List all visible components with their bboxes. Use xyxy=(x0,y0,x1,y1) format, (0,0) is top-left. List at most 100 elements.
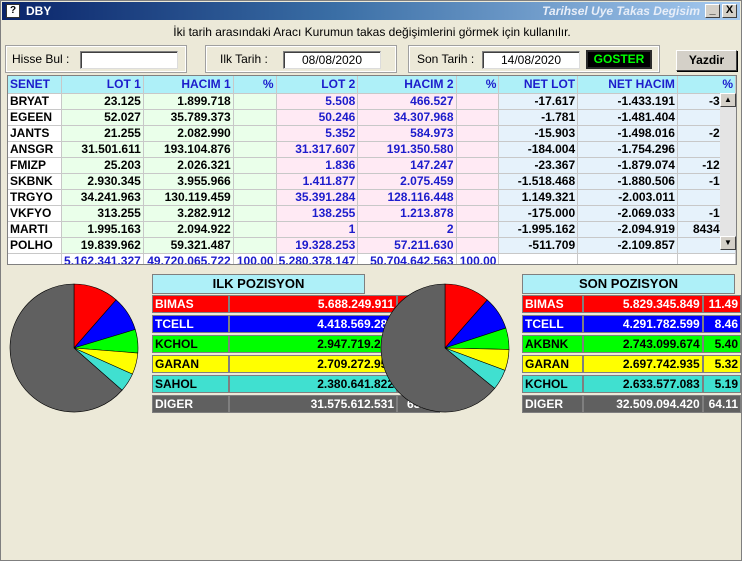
total-cell: 100,00 xyxy=(233,253,277,264)
table-row[interactable]: POLHO 19.839.962 59.321.487 19.328.253 57.21… xyxy=(8,237,736,254)
table-row[interactable]: SKBNK 2.930.345 3.955.966 1.411.877 2.075.45… xyxy=(8,173,736,190)
table-cell: 50.246 xyxy=(276,109,359,126)
total-cell: 5.162.341.327 xyxy=(61,253,144,264)
symbol-cell: JANTS xyxy=(8,125,63,142)
position-percent: 5.32 xyxy=(702,355,741,373)
position-value: 5.829.345.849 xyxy=(582,295,703,313)
yazdir-button[interactable]: Yazdir xyxy=(676,50,737,71)
help-icon[interactable]: ? xyxy=(6,4,20,18)
table-cell xyxy=(233,141,277,158)
symbol-cell: VKFYO xyxy=(8,205,63,222)
table-row[interactable]: ANSGR 31.501.611 193.104.876 31.317.607 191.… xyxy=(8,141,736,158)
table-row[interactable]: JANTS 21.255 2.082.990 5.352 584.973 -15.903-… xyxy=(8,125,736,142)
position-symbol: TCELL xyxy=(522,315,583,333)
position-value: 2.697.742.935 xyxy=(582,355,703,373)
table-cell xyxy=(456,237,500,254)
table-cell: 2.930.345 xyxy=(61,173,144,190)
column-header[interactable]: % xyxy=(677,76,736,94)
table-cell: -511.709 xyxy=(498,237,579,254)
column-header[interactable]: % xyxy=(233,76,277,94)
table-cell xyxy=(456,141,500,158)
table-cell: -1.754.296 xyxy=(577,141,678,158)
table-cell xyxy=(233,93,277,110)
position-symbol: BIMAS xyxy=(522,295,583,313)
son-pozisyon-title: SON POZISYON xyxy=(522,274,735,294)
symbol-cell: BRYAT xyxy=(8,93,63,110)
table-row[interactable]: EGEEN 52.027 35.789.373 50.246 34.307.968 -1.… xyxy=(8,109,736,126)
table-cell: 25.203 xyxy=(61,157,144,174)
table-cell: -23.367 xyxy=(498,157,579,174)
table-cell: -1.880.506 xyxy=(577,173,678,190)
total-cell xyxy=(8,253,63,264)
column-header[interactable]: NET HACIM xyxy=(577,76,678,94)
column-header[interactable]: HACIM 2 xyxy=(357,76,457,94)
table-cell: 31.317.607 xyxy=(276,141,359,158)
table-cell: 5.508 xyxy=(276,93,359,110)
table-cell xyxy=(233,221,277,238)
table-cell: -1.518.468 xyxy=(498,173,579,190)
table-cell: -1.995.162 xyxy=(498,221,579,238)
table-cell: -1.781 xyxy=(498,109,579,126)
table-cell: 1.149.321 xyxy=(498,189,579,206)
position-symbol: BIMAS xyxy=(152,295,229,313)
table-cell: 1.411.877 xyxy=(276,173,359,190)
scroll-up-button[interactable]: ▲ xyxy=(720,93,736,107)
table-cell: -15.903 xyxy=(498,125,579,142)
minimize-button[interactable]: _ xyxy=(705,4,720,18)
table-cell: 52.027 xyxy=(61,109,144,126)
title-bar[interactable]: ? DBY Tarihsel Uye Takas Degisim _ X xyxy=(2,2,740,20)
table-cell: 19.328.253 xyxy=(276,237,359,254)
table-row[interactable]: VKFYO 313.255 3.282.912 138.255 1.213.878 -17… xyxy=(8,205,736,222)
table-cell xyxy=(456,221,500,238)
column-header[interactable]: NET LOT xyxy=(498,76,579,94)
son-pozisyon-pie-chart xyxy=(380,283,510,413)
position-row: KCHOL 2.633.577.083 5.19 xyxy=(522,375,741,393)
position-value: 2.380.641.822 xyxy=(229,375,397,393)
vertical-scrollbar[interactable]: ▲ ▼ xyxy=(720,93,736,250)
position-symbol: GARAN xyxy=(152,355,229,373)
table-cell: 2.082.990 xyxy=(143,125,234,142)
position-value: 5.688.249.911 xyxy=(229,295,397,313)
total-cell: 5.280.378.147 xyxy=(276,253,359,264)
ilk-tarih-field[interactable]: 08/08/2020 xyxy=(283,51,381,69)
table-row[interactable]: TRGYO 34.241.963 130.119.459 35.391.284 128.… xyxy=(8,189,736,206)
table-cell: -17.617 xyxy=(498,93,579,110)
table-cell: 2.026.321 xyxy=(143,157,234,174)
total-cell xyxy=(677,253,736,264)
table-row[interactable]: MARTI 1.995.163 2.094.922 1 2 -1.995.162 -2.09… xyxy=(8,221,736,238)
table-cell: 1.899.718 xyxy=(143,93,234,110)
pie-slice-diger xyxy=(9,283,123,413)
scroll-down-button[interactable]: ▼ xyxy=(720,236,736,250)
table-cell xyxy=(456,125,500,142)
column-header[interactable]: HACIM 1 xyxy=(143,76,234,94)
column-header[interactable]: SENET xyxy=(8,76,63,94)
close-button[interactable]: X xyxy=(722,4,737,18)
table-cell: 5.352 xyxy=(276,125,359,142)
table-cell xyxy=(456,205,500,222)
son-tarih-field[interactable]: 14/08/2020 xyxy=(482,51,580,69)
total-cell xyxy=(577,253,678,264)
table-cell: 1.836 xyxy=(276,157,359,174)
goster-button[interactable]: GOSTER xyxy=(586,50,652,69)
position-symbol: TCELL xyxy=(152,315,229,333)
table-cell: 1.995.163 xyxy=(61,221,144,238)
symbol-cell: TRGYO xyxy=(8,189,63,206)
column-header[interactable]: % xyxy=(456,76,500,94)
table-row[interactable]: BRYAT 23.125 1.899.718 5.508 466.527 -17.617-… xyxy=(8,93,736,110)
position-symbol: GARAN xyxy=(522,355,583,373)
totals-row: 5.162.341.327 49.720.065.722 100,00 5.280.3… xyxy=(8,253,736,264)
table-row[interactable]: FMIZP 25.203 2.026.321 1.836 147.247 -23.367-… xyxy=(8,157,736,174)
position-row: AKBNK 2.743.099.674 5.40 xyxy=(522,335,741,353)
column-header[interactable]: LOT 1 xyxy=(61,76,144,94)
hisse-search-input[interactable] xyxy=(80,51,178,69)
table-cell: 313.255 xyxy=(61,205,144,222)
position-symbol: SAHOL xyxy=(152,375,229,393)
pie-slice-diger xyxy=(380,283,496,413)
table-cell: 23.125 xyxy=(61,93,144,110)
table-cell: 147.247 xyxy=(357,157,457,174)
symbol-cell: EGEEN xyxy=(8,109,63,126)
column-header[interactable]: LOT 2 xyxy=(276,76,359,94)
